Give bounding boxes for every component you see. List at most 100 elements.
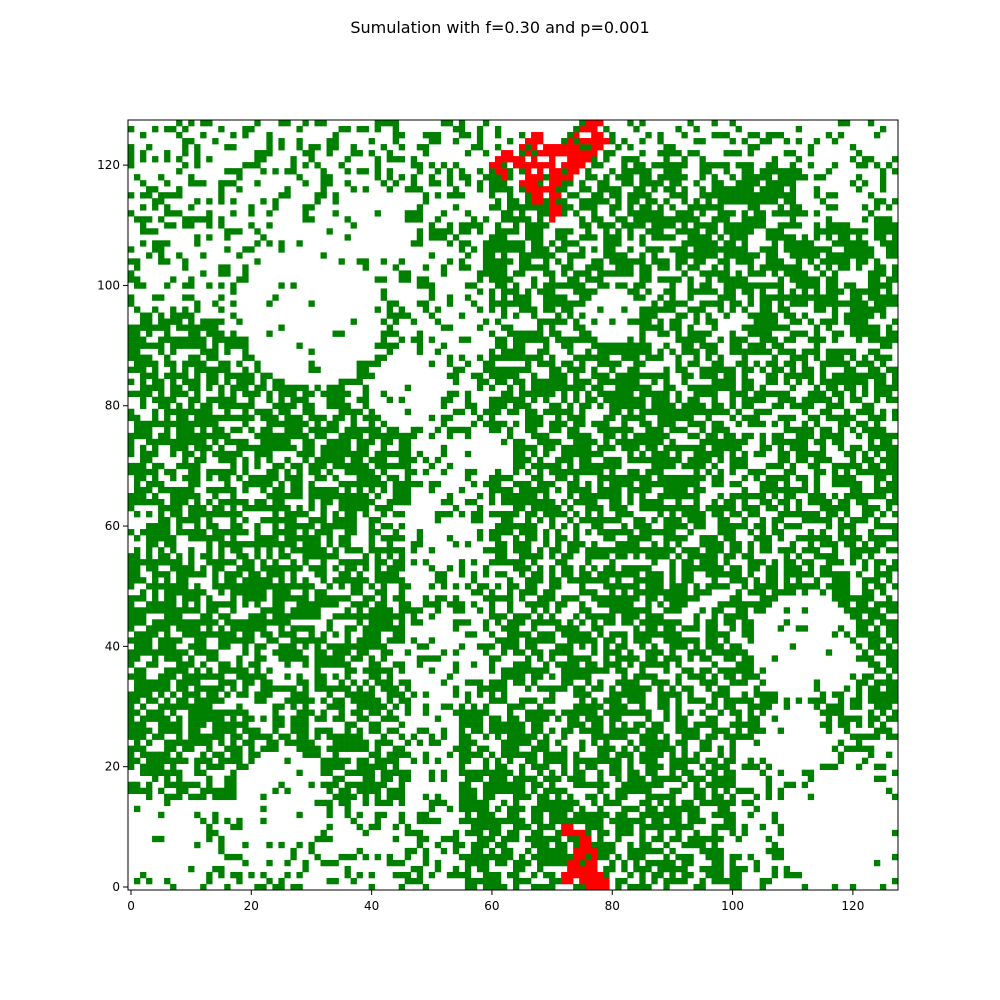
tree-cell [837, 438, 845, 446]
tree-cell [537, 667, 544, 674]
tree-cell [386, 613, 393, 620]
tree-cell [765, 691, 772, 698]
tree-cell [579, 438, 586, 446]
tree-cell [843, 450, 851, 458]
tree-cell [452, 667, 460, 674]
tree-cell [543, 847, 550, 855]
tree-cell [879, 763, 887, 770]
tree-cell [735, 607, 742, 614]
tree-cell [386, 426, 393, 434]
tree-cell [591, 757, 598, 764]
tree-cell [729, 799, 736, 807]
tree-cell [735, 865, 742, 873]
tree-cell [290, 535, 297, 542]
tree-cell [236, 823, 243, 831]
tree-cell [657, 727, 664, 734]
tree-cell [849, 474, 857, 482]
tree-cell [488, 823, 496, 831]
tree-cell [458, 607, 466, 614]
tree-cell [482, 583, 490, 590]
tree-cell [230, 426, 237, 434]
tree-cell [783, 511, 791, 518]
tree-cell [735, 679, 742, 686]
tree-cell [434, 601, 442, 608]
tree-cell [591, 697, 598, 704]
tree-cell [362, 577, 369, 584]
tree-cell [374, 667, 381, 674]
tree-cell [675, 619, 682, 626]
tree-cell [422, 703, 430, 710]
tree-cell [747, 571, 754, 578]
tree-cell [128, 432, 135, 440]
tree-cell [717, 444, 724, 452]
tree-cell [597, 775, 604, 783]
tree-cell [681, 727, 688, 734]
tree-cell [765, 541, 772, 548]
fire-cell [591, 871, 598, 879]
tree-cell [615, 462, 622, 470]
tree-cell [639, 703, 646, 710]
tree-cell [302, 679, 309, 686]
tree-cell [699, 655, 706, 662]
tree-cell [609, 589, 616, 596]
tree-cell [651, 583, 658, 590]
tree-cell [579, 691, 586, 698]
tree-cell [831, 505, 839, 512]
tree-cell [711, 480, 718, 488]
tree-cell [200, 571, 207, 578]
tree-cell [230, 541, 237, 548]
tree-cell [242, 859, 249, 867]
tree-cell [891, 631, 899, 638]
tree-cell [561, 787, 568, 795]
tree-cell [344, 432, 351, 440]
tree-cell [693, 835, 700, 843]
tree-cell [639, 751, 646, 758]
tree-cell [711, 823, 718, 831]
tree-cell [404, 679, 412, 686]
tree-cell [188, 565, 195, 572]
tree-cell [404, 853, 412, 861]
tree-cell [296, 673, 303, 680]
tree-cell [500, 523, 508, 530]
tree-cell [224, 468, 231, 476]
tree-cell [500, 511, 508, 518]
tree-cell [488, 498, 496, 506]
tree-cell [476, 805, 484, 813]
tree-cell [717, 685, 724, 692]
tree-cell [338, 763, 345, 770]
tree-cell [338, 450, 345, 458]
tree-cell [567, 793, 574, 801]
tree-cell [681, 601, 688, 608]
tree-cell [302, 703, 309, 710]
tree-cell [825, 505, 833, 512]
tree-cell [717, 565, 724, 572]
tree-cell [374, 480, 381, 488]
tree-cell [470, 721, 478, 728]
tree-cell [392, 637, 400, 644]
tree-cell [699, 877, 706, 885]
tree-cell [657, 847, 664, 855]
tree-cell [705, 619, 712, 626]
tree-cell [242, 577, 249, 584]
tree-cell [164, 745, 171, 752]
tree-cell [879, 438, 887, 446]
tree-cell [729, 775, 736, 783]
tree-cell [885, 498, 893, 506]
tree-cell [891, 559, 899, 566]
tree-cell [627, 492, 634, 500]
tree-cell [194, 571, 201, 578]
tree-cell [891, 625, 899, 632]
tree-cell [573, 673, 580, 680]
tree-cell [254, 751, 261, 758]
tree-cell [873, 649, 881, 656]
tree-cell [525, 529, 532, 536]
tree-cell [633, 523, 640, 530]
tree-cell [374, 589, 381, 596]
tree-cell [669, 649, 676, 656]
tree-cell [236, 571, 243, 578]
tree-cell [488, 871, 496, 879]
tree-cell [681, 637, 688, 644]
tree-cell [813, 679, 821, 686]
tree-cell [506, 529, 514, 536]
tree-cell [645, 685, 652, 692]
